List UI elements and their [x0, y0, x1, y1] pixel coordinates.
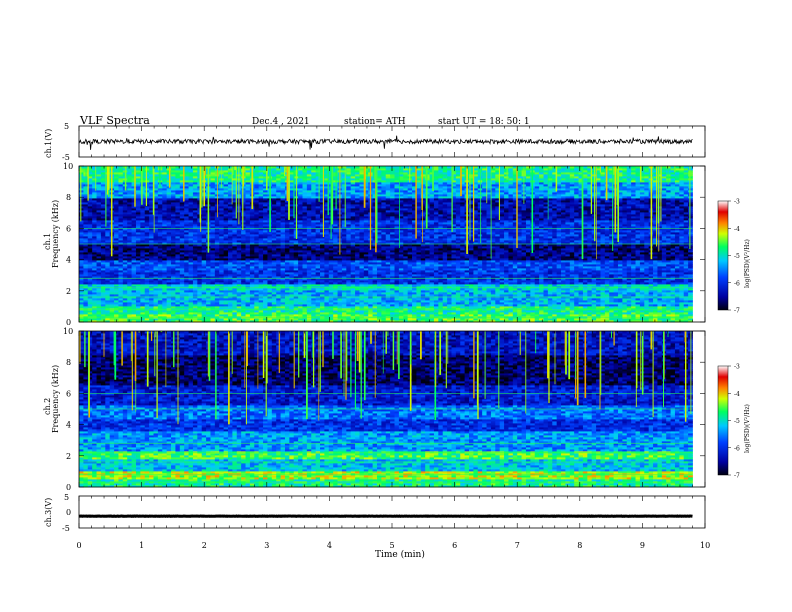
ch1-ylabel: ch.1(V) [44, 129, 53, 158]
vlf-figure: VLF Spectra Dec.4 , 2021 station= ATH st… [0, 0, 792, 612]
figure-title: VLF Spectra [79, 114, 150, 127]
ch1-waveform-panel: 5 -5 ch.1(V) [44, 122, 705, 162]
ch1-ytick-bottom: -5 [62, 153, 70, 162]
start-time-label: start UT = 18: 50: 1 [438, 117, 530, 127]
date-label: Dec.4 , 2021 [252, 117, 310, 127]
station-label: station= ATH [344, 117, 406, 127]
ch1-ytick-top: 5 [64, 122, 69, 131]
ch1-spectrogram-cells [79, 166, 693, 322]
ch1-trace-line [79, 136, 692, 150]
